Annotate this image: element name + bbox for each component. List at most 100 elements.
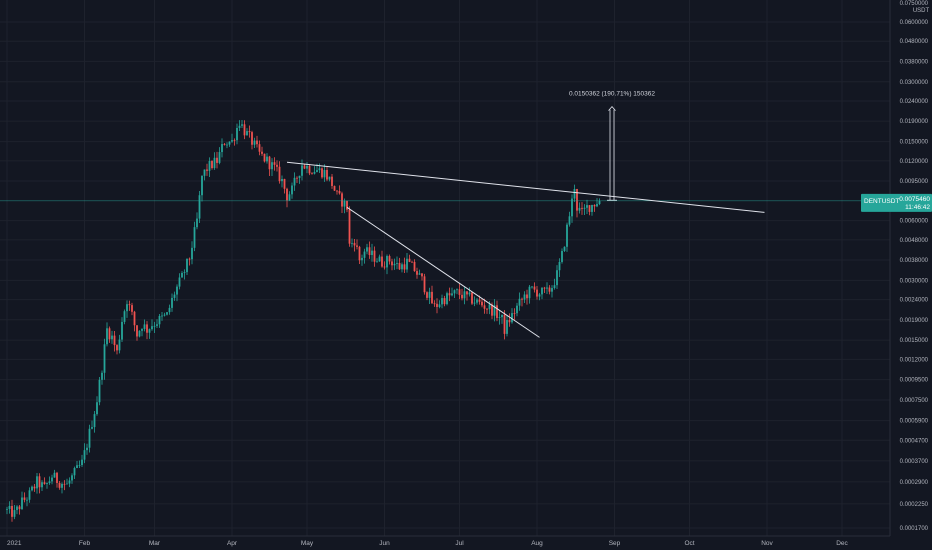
candle [106, 322, 108, 347]
candle-body [218, 152, 221, 163]
candle-body [56, 472, 58, 483]
y-tick-label: 0.0240000 [900, 99, 929, 105]
y-tick-label: 0.0038000 [900, 258, 929, 264]
candle [151, 319, 153, 331]
candle [401, 262, 403, 273]
candle-body [476, 299, 478, 303]
candle-body [481, 301, 483, 306]
y-tick-label: 0.0002900 [900, 480, 929, 486]
candle-body [368, 247, 371, 256]
candle-body [276, 164, 278, 167]
candle [193, 221, 196, 252]
candle-body [373, 250, 376, 262]
candle-body [233, 140, 236, 141]
candle [51, 474, 53, 485]
candle-body [376, 261, 378, 263]
candle [563, 246, 566, 252]
candle [573, 184, 576, 202]
candle [253, 137, 256, 149]
candle-body [323, 169, 326, 178]
candle-body [228, 141, 231, 145]
price-range-measure[interactable]: 0.0150362 (190.71%) 150362 [569, 91, 655, 201]
x-tick-label: May [301, 540, 314, 547]
candle [28, 487, 31, 503]
candle-body [443, 298, 446, 305]
candle [181, 271, 183, 278]
candle [581, 202, 583, 215]
candle-body [523, 294, 526, 300]
x-tick-label: Sep [609, 540, 621, 547]
candle [498, 310, 501, 325]
candle-body [598, 201, 601, 205]
candle [233, 138, 236, 146]
candle [443, 295, 446, 307]
candle-body [263, 153, 266, 162]
y-tick-label: 0.0300000 [900, 80, 929, 86]
time-axis[interactable]: 2021 Feb Mar Apr May Jun Jul Aug Sep Oct Nov Dec [7, 540, 849, 547]
candle [533, 282, 536, 293]
candle-body [308, 165, 311, 174]
y-tick-label: 0.0480000 [900, 39, 929, 45]
candle [313, 166, 316, 175]
candle [331, 174, 333, 189]
candle [191, 241, 193, 265]
candle-body [241, 124, 243, 126]
candle-body [101, 372, 103, 380]
x-tick-label: Nov [761, 540, 773, 547]
candle [271, 158, 273, 177]
candle-body [83, 450, 86, 460]
candle-body [271, 162, 273, 170]
candle [161, 311, 163, 321]
candle [116, 344, 118, 355]
candle [541, 287, 543, 300]
candle-body [471, 292, 473, 304]
chart-drawings: 0.0150362 (190.71%) 150362 [0, 91, 890, 338]
candle-body [463, 291, 466, 299]
bar-countdown: 11:46:42 [905, 204, 930, 211]
candle-body [493, 305, 496, 316]
candle-body [6, 508, 8, 510]
candle [186, 258, 188, 276]
candle [298, 175, 301, 184]
candle [26, 497, 28, 507]
candle [236, 123, 238, 145]
candle [596, 198, 598, 208]
candle-body [468, 292, 471, 295]
candle-body [266, 156, 268, 162]
candle-body [573, 189, 576, 199]
candle [71, 473, 73, 484]
candle-body [253, 140, 256, 145]
candle-body [448, 293, 451, 296]
candle-body [281, 178, 283, 182]
candle-body [238, 125, 241, 128]
candle [216, 151, 218, 169]
candle [266, 153, 268, 164]
candle [338, 185, 341, 195]
candle-body [336, 190, 338, 192]
y-tick-label: 0.0048000 [900, 238, 929, 244]
candle-body [506, 320, 508, 334]
candle [158, 313, 161, 328]
y-tick-label: 0.0060000 [900, 219, 929, 225]
trendline-upper-resistance[interactable] [286, 161, 765, 213]
candle [451, 287, 453, 297]
candle [61, 482, 63, 494]
x-tick-label: Mar [149, 540, 161, 547]
candle-body [401, 264, 403, 270]
candle [133, 310, 136, 332]
candle-body [353, 242, 356, 246]
candle-body [168, 307, 171, 313]
candle-body [221, 144, 223, 153]
candle [373, 246, 376, 267]
candle [441, 294, 443, 309]
candle [283, 178, 286, 194]
trendline-lower-descending[interactable] [346, 206, 540, 338]
price-axis[interactable]: 0.0750000 0.0600000 0.0480000 0.0380000 0.03… [900, 1, 929, 532]
candle [78, 460, 81, 468]
candle-body [333, 185, 336, 191]
candle [143, 319, 146, 332]
candle [36, 473, 38, 494]
candle-body [213, 157, 216, 169]
candle-body [273, 162, 276, 165]
